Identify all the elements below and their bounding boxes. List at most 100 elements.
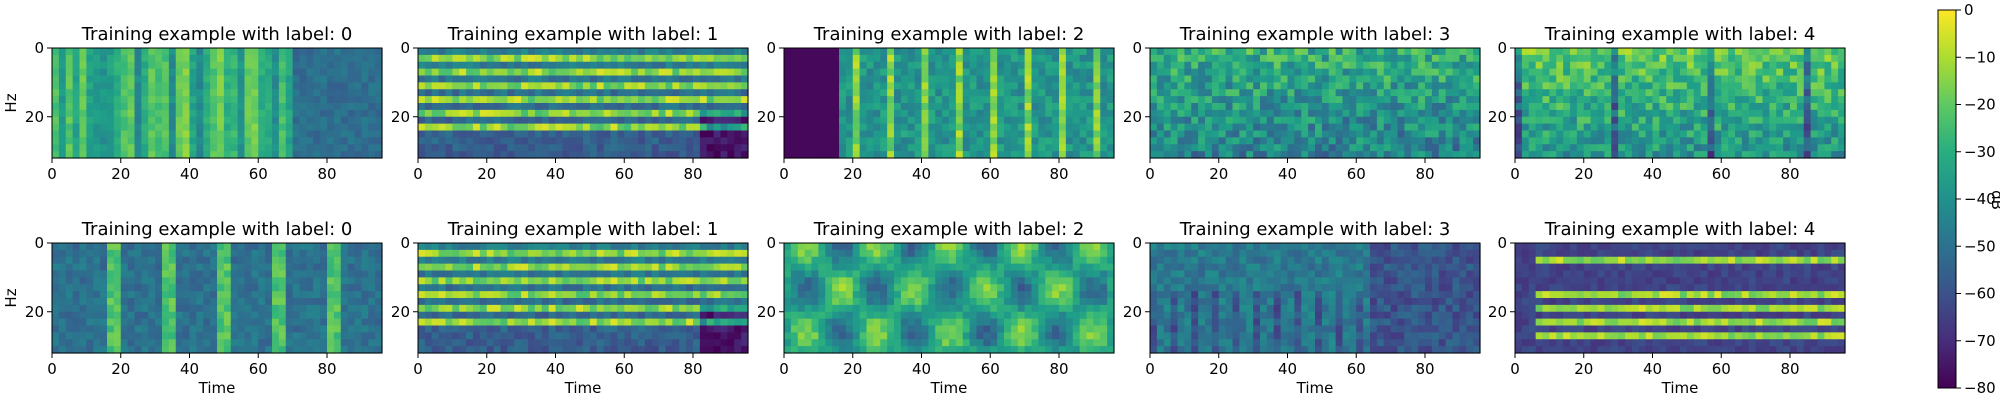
heatmap-cell — [65, 263, 74, 272]
heatmap-cell — [1611, 109, 1619, 118]
heatmap-cell — [1748, 75, 1757, 83]
heatmap-cell — [93, 291, 101, 299]
heatmap-cell — [1107, 96, 1115, 104]
heatmap-cell — [706, 61, 715, 70]
heatmap-cell — [175, 68, 184, 77]
heatmap-cell — [230, 151, 239, 159]
heatmap-cell — [1342, 96, 1350, 104]
heatmap-cell — [1017, 61, 1026, 70]
heatmap-cell — [1315, 109, 1323, 118]
heatmap-cell — [1335, 144, 1344, 152]
heatmap-cell — [306, 332, 314, 340]
heatmap-cell — [466, 243, 474, 251]
heatmap-cell — [983, 116, 991, 125]
heatmap-cell — [1308, 82, 1316, 90]
heatmap-cell — [1666, 75, 1674, 83]
heatmap-cell — [320, 304, 328, 313]
heatmap-cell — [955, 151, 964, 159]
heatmap-cell — [189, 109, 197, 118]
heatmap-cell — [727, 270, 735, 278]
heatmap-cell — [473, 96, 481, 104]
heatmap-cell — [1535, 151, 1544, 159]
heatmap-cell — [894, 96, 902, 104]
heatmap-cell — [1335, 61, 1344, 70]
heatmap-cell — [424, 48, 433, 56]
heatmap-cell — [347, 54, 356, 63]
heatmap-cell — [1010, 89, 1019, 97]
axes-frame — [417, 47, 749, 159]
heatmap-cell — [1528, 130, 1537, 138]
heatmap-cell — [921, 68, 929, 77]
heatmap-cell — [299, 96, 307, 104]
heatmap-cell — [942, 54, 950, 63]
heatmap-cell — [244, 311, 252, 320]
heatmap-cell — [237, 109, 246, 118]
heatmap-cell — [375, 318, 383, 327]
heatmap-cell — [251, 48, 259, 56]
heatmap-cell — [1810, 48, 1819, 56]
heatmap-cell — [1390, 151, 1399, 159]
heatmap-cell — [638, 243, 646, 251]
heatmap-cell — [1625, 123, 1633, 132]
heatmap-cell — [1370, 123, 1378, 132]
heatmap-cell — [1783, 48, 1791, 56]
heatmap-cell — [1549, 116, 1557, 125]
heatmap-cell — [120, 144, 129, 152]
heatmap-cell — [113, 311, 122, 320]
heatmap-cell — [258, 137, 266, 145]
heatmap-cell — [1404, 137, 1412, 145]
heatmap-cell — [548, 116, 557, 125]
heatmap-cell — [741, 123, 749, 132]
heatmap-cell — [1673, 82, 1681, 90]
heatmap-cell — [713, 109, 722, 118]
heatmap-cell — [237, 318, 246, 327]
heatmap-cell — [1645, 103, 1654, 111]
heatmap-cell — [272, 96, 280, 104]
heatmap-cell — [127, 291, 136, 299]
heatmap-cell — [720, 263, 728, 272]
heatmap-cell — [720, 249, 728, 258]
heatmap-cell — [438, 82, 447, 90]
heatmap-cell — [445, 123, 453, 132]
heatmap-cell — [1714, 116, 1722, 125]
heatmap-cell — [1260, 103, 1268, 111]
heatmap-cell — [665, 249, 673, 258]
heatmap-cell — [1445, 68, 1454, 77]
heatmap-cell — [790, 123, 799, 132]
heatmap-cell — [1693, 68, 1702, 77]
heatmap-cell — [825, 130, 833, 138]
heatmap-cell — [86, 284, 94, 292]
heatmap-cell — [1735, 130, 1743, 138]
heatmap-cell — [1390, 123, 1399, 132]
heatmap-cell — [1652, 130, 1660, 138]
heatmap-cell — [1549, 54, 1557, 63]
heatmap-cell — [500, 54, 508, 63]
heatmap-cell — [431, 82, 440, 90]
panel-title: Training example with label: 1 — [447, 24, 719, 45]
heatmap-cell — [900, 123, 909, 132]
heatmap-cell — [610, 89, 618, 97]
heatmap-cell — [168, 304, 177, 313]
heatmap-cell — [1156, 137, 1165, 145]
heatmap-cell — [65, 68, 74, 77]
heatmap-cell — [333, 96, 342, 104]
heatmap-cell — [935, 151, 943, 159]
heatmap-cell — [306, 109, 314, 118]
heatmap-cell — [1631, 116, 1640, 125]
heatmap-cell — [507, 109, 515, 118]
heatmap-cell — [375, 277, 383, 285]
heatmap-cell — [1721, 61, 1729, 70]
heatmap-cell — [1093, 61, 1101, 70]
heatmap-cell — [1205, 54, 1213, 63]
heatmap-cell — [272, 325, 280, 333]
heatmap-cell — [811, 82, 819, 90]
heatmap-cell — [1535, 82, 1544, 90]
heatmap-cell — [230, 277, 239, 285]
heatmap-cell — [196, 249, 204, 258]
heatmap-cell — [679, 54, 687, 63]
heatmap-cell — [1170, 82, 1179, 90]
heatmap-cell — [1556, 109, 1564, 118]
heatmap-cell — [127, 123, 136, 132]
heatmap-cell — [1411, 123, 1419, 132]
heatmap-cell — [217, 68, 225, 77]
